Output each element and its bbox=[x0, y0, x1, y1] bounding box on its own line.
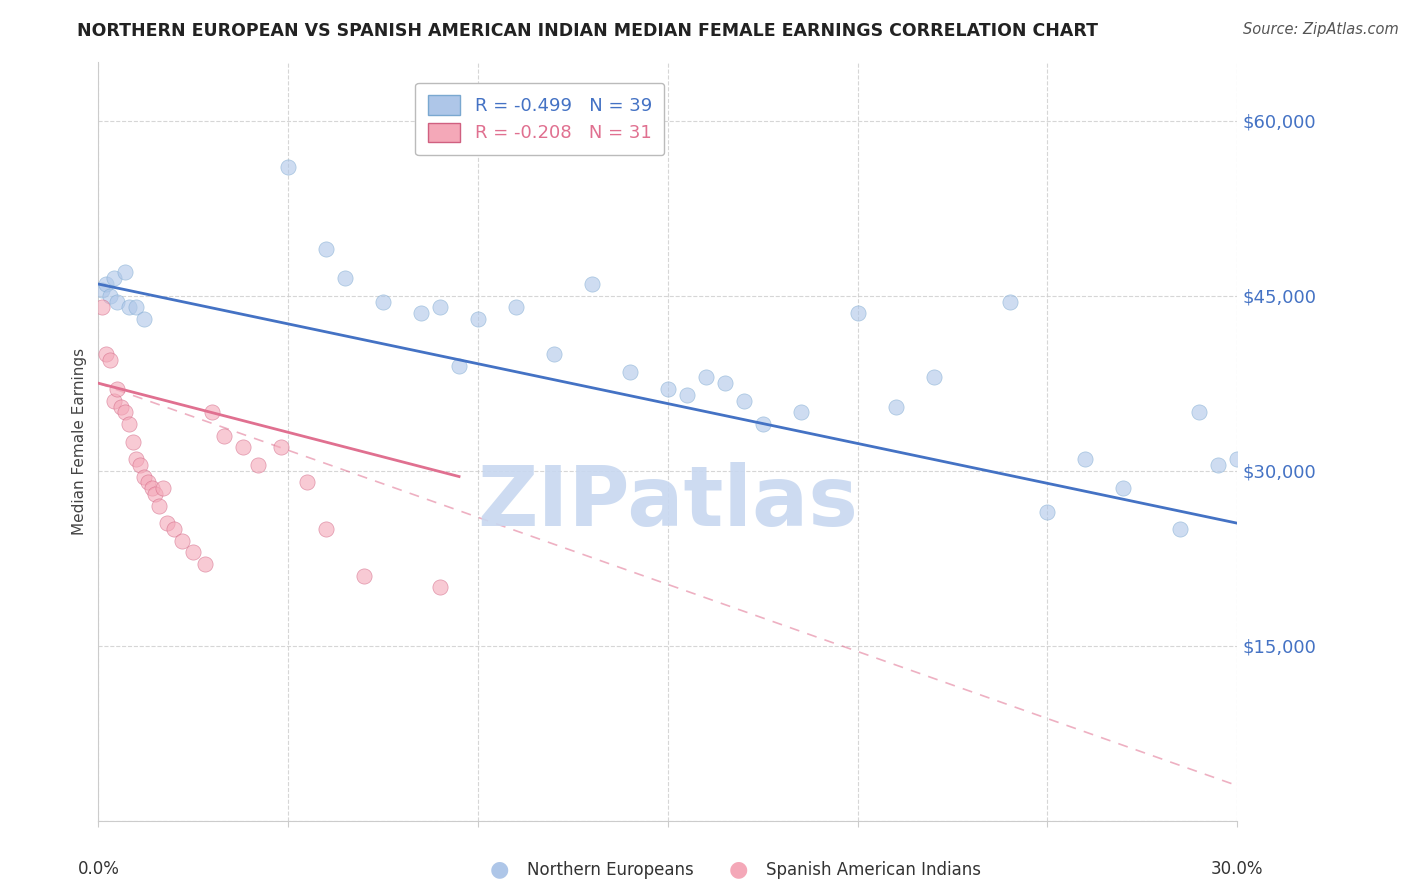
Point bbox=[118, 417, 141, 431]
Point bbox=[103, 393, 125, 408]
Point bbox=[1188, 405, 1211, 419]
Point bbox=[581, 277, 603, 291]
Point bbox=[118, 301, 141, 315]
Point bbox=[884, 400, 907, 414]
Point bbox=[183, 545, 205, 559]
Point bbox=[94, 277, 117, 291]
Point bbox=[132, 469, 155, 483]
Point bbox=[1170, 522, 1192, 536]
Point bbox=[91, 283, 114, 297]
Point bbox=[790, 405, 813, 419]
Point bbox=[467, 312, 489, 326]
Point bbox=[141, 481, 163, 495]
Point bbox=[103, 271, 125, 285]
Text: Spanish American Indians: Spanish American Indians bbox=[766, 861, 981, 879]
Point bbox=[1226, 452, 1249, 467]
Point bbox=[714, 376, 737, 391]
Point bbox=[156, 516, 179, 531]
Point bbox=[752, 417, 775, 431]
Point bbox=[110, 400, 132, 414]
Point bbox=[270, 441, 292, 455]
Point bbox=[163, 522, 186, 536]
Text: NORTHERN EUROPEAN VS SPANISH AMERICAN INDIAN MEDIAN FEMALE EARNINGS CORRELATION : NORTHERN EUROPEAN VS SPANISH AMERICAN IN… bbox=[77, 22, 1098, 40]
Text: Northern Europeans: Northern Europeans bbox=[527, 861, 695, 879]
Point bbox=[315, 522, 337, 536]
Point bbox=[132, 312, 155, 326]
Text: 30.0%: 30.0% bbox=[1211, 860, 1264, 878]
Point bbox=[121, 434, 143, 449]
Point bbox=[125, 301, 148, 315]
Point bbox=[315, 242, 337, 256]
Point bbox=[297, 475, 319, 490]
Point bbox=[353, 568, 375, 582]
Point bbox=[543, 347, 565, 361]
Point bbox=[125, 452, 148, 467]
Y-axis label: Median Female Earnings: Median Female Earnings bbox=[72, 348, 87, 535]
Point bbox=[429, 301, 451, 315]
Point bbox=[136, 475, 159, 490]
Point bbox=[1112, 481, 1135, 495]
Point bbox=[505, 301, 527, 315]
Point bbox=[371, 294, 394, 309]
Text: ●: ● bbox=[489, 860, 509, 880]
Point bbox=[1208, 458, 1230, 472]
Point bbox=[152, 481, 174, 495]
Point bbox=[94, 347, 117, 361]
Point bbox=[733, 393, 755, 408]
Point bbox=[695, 370, 717, 384]
Point bbox=[246, 458, 269, 472]
Point bbox=[201, 405, 224, 419]
Point bbox=[107, 382, 129, 396]
Point bbox=[129, 458, 152, 472]
Point bbox=[148, 499, 170, 513]
Point bbox=[335, 271, 357, 285]
Point bbox=[232, 441, 254, 455]
Point bbox=[277, 161, 299, 175]
Point bbox=[922, 370, 945, 384]
Point bbox=[107, 294, 129, 309]
Point bbox=[114, 405, 136, 419]
Text: 0.0%: 0.0% bbox=[77, 860, 120, 878]
Point bbox=[411, 306, 433, 320]
Point bbox=[91, 301, 114, 315]
Point bbox=[657, 382, 679, 396]
Point bbox=[449, 359, 471, 373]
Point bbox=[212, 428, 235, 442]
Point bbox=[98, 352, 121, 367]
Text: ZIPatlas: ZIPatlas bbox=[478, 462, 858, 542]
Point bbox=[676, 388, 699, 402]
Point bbox=[429, 580, 451, 594]
Text: ●: ● bbox=[728, 860, 748, 880]
Point bbox=[846, 306, 869, 320]
Point bbox=[114, 265, 136, 279]
Point bbox=[1074, 452, 1097, 467]
Point bbox=[1036, 504, 1059, 518]
Text: Source: ZipAtlas.com: Source: ZipAtlas.com bbox=[1243, 22, 1399, 37]
Point bbox=[998, 294, 1021, 309]
Point bbox=[619, 365, 641, 379]
Point bbox=[98, 289, 121, 303]
Point bbox=[194, 557, 217, 571]
Legend: R = -0.499   N = 39, R = -0.208   N = 31: R = -0.499 N = 39, R = -0.208 N = 31 bbox=[415, 83, 665, 155]
Point bbox=[170, 533, 193, 548]
Point bbox=[145, 487, 167, 501]
